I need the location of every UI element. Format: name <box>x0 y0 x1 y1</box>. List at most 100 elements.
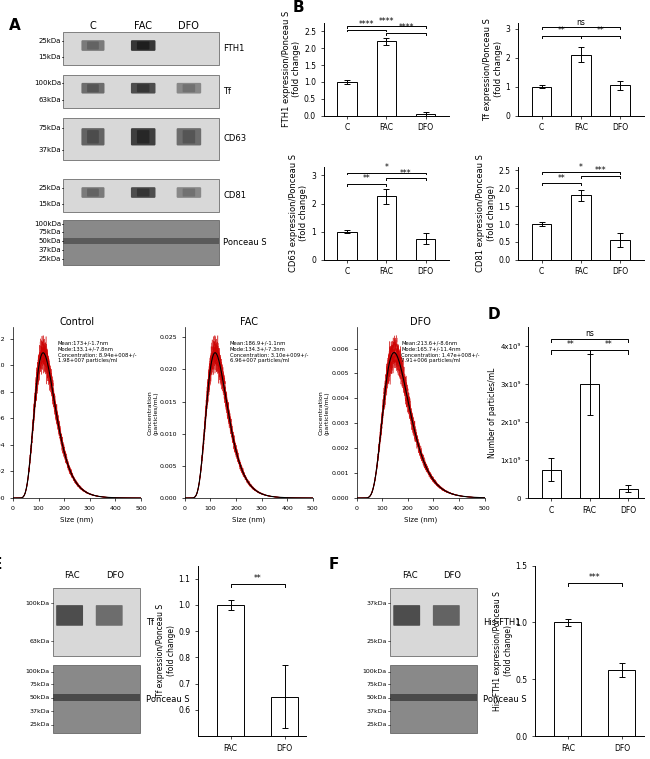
FancyBboxPatch shape <box>87 42 99 49</box>
FancyBboxPatch shape <box>87 130 99 143</box>
Y-axis label: Concentration
(particles/mL): Concentration (particles/mL) <box>148 390 158 435</box>
Text: ns: ns <box>585 329 594 338</box>
FancyBboxPatch shape <box>87 84 99 93</box>
Text: FAC: FAC <box>402 571 417 580</box>
Bar <box>271 697 298 759</box>
Text: ***: *** <box>589 573 601 581</box>
Bar <box>532 224 551 260</box>
Text: DFO: DFO <box>443 571 461 580</box>
FancyBboxPatch shape <box>53 694 140 701</box>
Text: **: ** <box>363 175 370 184</box>
Text: ***: *** <box>595 166 606 175</box>
FancyBboxPatch shape <box>81 83 105 93</box>
FancyBboxPatch shape <box>390 665 478 733</box>
Text: 15kDa: 15kDa <box>38 201 61 207</box>
Text: 100kDa: 100kDa <box>25 601 50 606</box>
FancyBboxPatch shape <box>63 32 218 65</box>
Bar <box>610 85 630 115</box>
FancyBboxPatch shape <box>137 42 150 49</box>
Text: **: ** <box>567 340 575 349</box>
Text: DFO: DFO <box>179 20 200 30</box>
Bar <box>571 55 591 115</box>
Bar <box>532 87 551 115</box>
Bar <box>416 114 436 115</box>
Text: 100kDa: 100kDa <box>363 669 387 675</box>
Title: FAC: FAC <box>240 317 258 326</box>
Bar <box>337 231 357 260</box>
Text: F: F <box>329 557 339 572</box>
Text: ***: *** <box>400 168 412 178</box>
Text: 25kDa: 25kDa <box>367 723 387 727</box>
Text: 75kDa: 75kDa <box>29 682 50 687</box>
Text: 75kDa: 75kDa <box>367 682 387 687</box>
FancyBboxPatch shape <box>183 188 195 197</box>
Text: *: * <box>384 163 388 172</box>
Text: ****: **** <box>398 24 414 33</box>
FancyBboxPatch shape <box>137 130 150 143</box>
FancyBboxPatch shape <box>131 40 155 51</box>
Text: B: B <box>292 0 304 14</box>
FancyBboxPatch shape <box>81 187 105 198</box>
FancyBboxPatch shape <box>56 605 83 625</box>
X-axis label: Size (nm): Size (nm) <box>60 516 94 523</box>
Text: FAC: FAC <box>64 571 80 580</box>
Text: 50kDa: 50kDa <box>38 238 61 244</box>
Text: CD63: CD63 <box>223 134 246 143</box>
Y-axis label: Number of particles/mL: Number of particles/mL <box>488 367 497 458</box>
Text: 50kDa: 50kDa <box>367 695 387 700</box>
FancyBboxPatch shape <box>63 219 218 265</box>
Text: ns: ns <box>577 17 585 27</box>
X-axis label: Size (nm): Size (nm) <box>404 516 437 523</box>
Text: Mean:213.6+/-8.6nm
Mode:165.7+/-11.4nm
Concentration: 1.47e+008+/-
7.91+006 part: Mean:213.6+/-8.6nm Mode:165.7+/-11.4nm C… <box>401 341 480 364</box>
Text: FTH1: FTH1 <box>223 44 244 53</box>
Text: **: ** <box>254 574 261 583</box>
FancyBboxPatch shape <box>53 665 140 733</box>
Y-axis label: Concentration
(particles/mL): Concentration (particles/mL) <box>319 390 330 435</box>
Text: **: ** <box>557 27 565 36</box>
Text: *: * <box>579 162 583 172</box>
Text: Ponceau S: Ponceau S <box>146 694 190 704</box>
Y-axis label: CD81 expression/Ponceau S
(fold change): CD81 expression/Ponceau S (fold change) <box>476 154 495 272</box>
Text: 25kDa: 25kDa <box>38 257 61 262</box>
Y-axis label: FTH1 expression/Ponceau S
(fold change): FTH1 expression/Ponceau S (fold change) <box>281 11 301 128</box>
FancyBboxPatch shape <box>137 188 150 197</box>
Bar <box>337 82 357 115</box>
FancyBboxPatch shape <box>393 605 420 625</box>
Title: DFO: DFO <box>410 317 431 326</box>
Text: ****: **** <box>379 17 394 26</box>
FancyBboxPatch shape <box>96 605 123 625</box>
FancyBboxPatch shape <box>63 75 218 108</box>
FancyBboxPatch shape <box>183 130 195 143</box>
FancyBboxPatch shape <box>63 118 218 160</box>
Text: FAC: FAC <box>134 20 152 30</box>
X-axis label: Size (nm): Size (nm) <box>232 516 265 523</box>
Bar <box>608 670 636 736</box>
Text: 75kDa: 75kDa <box>38 125 61 131</box>
FancyBboxPatch shape <box>131 187 155 198</box>
FancyBboxPatch shape <box>63 179 218 213</box>
Bar <box>554 622 581 736</box>
Y-axis label: Tf expression/Ponceau S
(fold change): Tf expression/Ponceau S (fold change) <box>484 17 503 121</box>
Text: Ponceau S: Ponceau S <box>483 694 526 704</box>
Text: 25kDa: 25kDa <box>367 638 387 644</box>
Bar <box>416 239 436 260</box>
FancyBboxPatch shape <box>390 694 478 701</box>
FancyBboxPatch shape <box>63 238 218 244</box>
FancyBboxPatch shape <box>183 84 195 93</box>
Text: ****: **** <box>359 20 374 29</box>
FancyBboxPatch shape <box>81 128 105 146</box>
Text: **: ** <box>557 174 565 182</box>
FancyBboxPatch shape <box>53 588 140 656</box>
Y-axis label: Tf expression/Ponceau S
(fold change): Tf expression/Ponceau S (fold change) <box>156 604 176 698</box>
Text: DFO: DFO <box>106 571 124 580</box>
Bar <box>376 41 396 115</box>
Text: 63kDa: 63kDa <box>29 638 50 644</box>
FancyBboxPatch shape <box>177 187 202 198</box>
Bar <box>619 489 638 498</box>
Text: 25kDa: 25kDa <box>38 184 61 191</box>
Title: Control: Control <box>59 317 95 326</box>
FancyBboxPatch shape <box>131 128 155 146</box>
Bar <box>571 196 591 260</box>
Text: CD81: CD81 <box>223 191 246 200</box>
Text: 75kDa: 75kDa <box>38 229 61 235</box>
